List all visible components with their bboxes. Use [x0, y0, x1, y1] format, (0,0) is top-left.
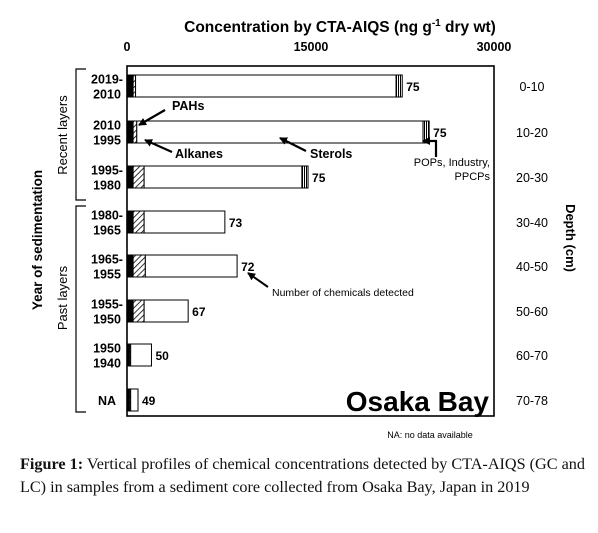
- sterols-arrow: [279, 137, 307, 152]
- depth-label: 0-10: [519, 80, 544, 94]
- depth-axis-label: Depth (cm): [563, 204, 578, 272]
- past-layers-bracket: [75, 205, 86, 413]
- bar-segment-pops-industry-ppcps: [422, 120, 430, 144]
- year-label: 1955-1950: [91, 298, 123, 327]
- bar-segment-alkanes: [132, 165, 145, 189]
- count-label: 75: [406, 80, 420, 94]
- pahs-annotation: PAHs: [172, 99, 204, 113]
- depth-label: 40-50: [516, 260, 548, 274]
- year-label: 1965-1955: [91, 253, 123, 282]
- bar-segment-pops-industry-ppcps: [301, 165, 309, 189]
- x-tick-label: 30000: [477, 40, 512, 54]
- year-label: 1950 1940: [93, 342, 121, 371]
- bar-segment-pahs: [126, 165, 134, 189]
- pops-annotation-line2: PPCPs: [455, 171, 491, 183]
- chart-title: Concentration by CTA-AIQS (ng g-1 dry wt…: [184, 18, 496, 36]
- depth-label: 30-40: [516, 216, 548, 230]
- bar-segment-sterols: [144, 254, 238, 278]
- year-label: 1980-1965: [91, 209, 123, 238]
- count-label: 67: [192, 305, 206, 319]
- bar-segment-pahs: [126, 254, 134, 278]
- figure-caption: Figure 1: Vertical profiles of chemical …: [20, 453, 588, 498]
- bar-segment-sterols: [136, 120, 424, 144]
- depth-label: 50-60: [516, 305, 548, 319]
- bar-segment-alkanes: [132, 120, 138, 144]
- count-label: 49: [142, 394, 156, 408]
- bar-segment-sterols: [130, 388, 139, 412]
- depth-label: 10-20: [516, 126, 548, 140]
- caption-text: Vertical profiles of chemical concentrat…: [20, 455, 585, 496]
- bar-segment-sterols: [130, 343, 152, 367]
- depth-label: 20-30: [516, 171, 548, 185]
- depth-label: 70-78: [516, 394, 548, 408]
- count-label: 50: [155, 349, 169, 363]
- count-label: 75: [433, 126, 447, 140]
- year-label: NA: [98, 394, 116, 408]
- plot-frame: [126, 65, 495, 417]
- pops-annotation-line1: POPs, Industry,: [414, 157, 490, 169]
- bar-segment-pahs: [126, 74, 134, 98]
- pahs-arrow: [138, 109, 166, 126]
- bar-segment-alkanes: [132, 210, 145, 234]
- caption-label: Figure 1:: [20, 455, 84, 473]
- num-chemicals-annotation: Number of chemicals detected: [272, 287, 414, 299]
- chart: Concentration by CTA-AIQS (ng g-1 dry wt…: [30, 18, 578, 440]
- bar-segment-alkanes: [132, 254, 146, 278]
- x-tick-label: 0: [124, 40, 131, 54]
- alkanes-arrow: [144, 138, 173, 154]
- bar-segment-sterols: [135, 74, 397, 98]
- bar-segment-sterols: [143, 210, 226, 234]
- pops-arrow: [422, 137, 438, 157]
- recent-layers-label: Recent layers: [55, 95, 70, 175]
- recent-layers-bracket: [75, 68, 86, 201]
- bar-segment-pahs: [126, 299, 134, 323]
- count-label: 73: [229, 216, 243, 230]
- bar-segment-sterols: [143, 299, 189, 323]
- bar-rows: 75 2019-2010 0-10 75 2010 1995 10-20 75 1995-198…: [91, 73, 548, 412]
- year-label: 2019-2010: [91, 73, 123, 102]
- sterols-annotation: Sterols: [310, 147, 352, 161]
- alkanes-annotation: Alkanes: [175, 147, 223, 161]
- bar-segment-alkanes: [132, 299, 145, 323]
- year-label: 2010 1995: [93, 119, 121, 148]
- bar-segment-sterols: [143, 165, 303, 189]
- count-label: 72: [241, 260, 255, 274]
- bar-segment-pahs: [126, 210, 134, 234]
- num-chemicals-arrow: [247, 272, 269, 288]
- past-layers-label: Past layers: [55, 265, 70, 330]
- location-label: Osaka Bay: [346, 386, 490, 417]
- bar-segment-pahs: [126, 120, 134, 144]
- y-axis-label: Year of sedimentation: [30, 170, 45, 310]
- x-tick-label: 15000: [294, 40, 329, 54]
- count-label: 75: [312, 171, 326, 185]
- year-label: 1995-1980: [91, 164, 123, 193]
- depth-label: 60-70: [516, 349, 548, 363]
- na-note: NA: no data available: [387, 430, 473, 440]
- bar-segment-pops-industry-ppcps: [395, 74, 403, 98]
